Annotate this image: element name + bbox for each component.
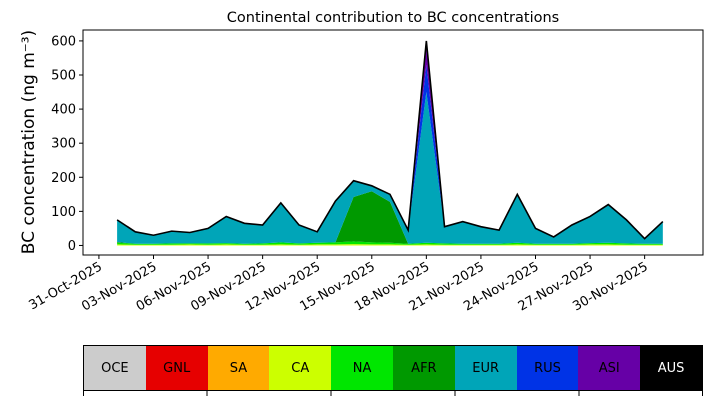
legend-item-ca: CA bbox=[269, 346, 332, 390]
y-tick-label: 100 bbox=[51, 205, 76, 220]
area-na bbox=[117, 241, 663, 245]
y-tick-label: 600 bbox=[51, 34, 76, 49]
area-afr bbox=[117, 191, 663, 244]
legend-ticks bbox=[83, 391, 703, 396]
y-tick-label: 200 bbox=[51, 171, 76, 186]
area-eur bbox=[117, 92, 663, 244]
legend-item-asi: ASI bbox=[578, 346, 641, 390]
y-tick-label: 400 bbox=[51, 103, 76, 118]
legend-item-afr: AFR bbox=[392, 346, 455, 390]
legend: OCE GNL SA CA NA AFR EUR RUS ASI AUS bbox=[83, 345, 703, 391]
legend-item-na: NA bbox=[331, 346, 393, 390]
legend-item-oce: OCE bbox=[84, 346, 146, 390]
y-axis-label: BC concentration (ng m⁻³) bbox=[19, 30, 39, 254]
y-tick-label: 300 bbox=[51, 137, 76, 152]
y-axis: 0 100 200 300 400 500 600 bbox=[51, 34, 83, 254]
legend-item-rus: RUS bbox=[516, 346, 579, 390]
y-tick-label: 0 bbox=[68, 239, 76, 254]
legend-item-sa: SA bbox=[207, 346, 270, 390]
plot-frame bbox=[82, 29, 704, 256]
x-axis: 31-Oct-202503-Nov-202506-Nov-202509-Nov-… bbox=[27, 255, 651, 314]
total-line bbox=[116, 40, 664, 240]
chart: Continental contribution to BC concentra… bbox=[19, 10, 704, 314]
legend-item-aus: AUS bbox=[640, 346, 702, 390]
chart-title: Continental contribution to BC concentra… bbox=[227, 10, 559, 26]
legend-item-gnl: GNL bbox=[145, 346, 208, 390]
area-ca bbox=[117, 244, 663, 246]
y-tick-label: 500 bbox=[51, 69, 76, 84]
legend-item-eur: EUR bbox=[454, 346, 517, 390]
stacked-areas bbox=[117, 40, 663, 246]
